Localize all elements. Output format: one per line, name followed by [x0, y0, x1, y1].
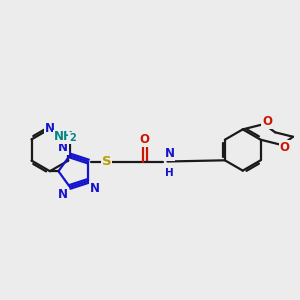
Text: O: O [262, 115, 272, 128]
Text: H: H [164, 168, 173, 178]
Text: N: N [90, 182, 100, 195]
Text: N: N [45, 122, 55, 135]
Text: S: S [102, 155, 111, 168]
Text: O: O [140, 133, 150, 146]
Text: N: N [164, 147, 175, 160]
Text: N: N [58, 141, 68, 154]
Text: N: N [58, 188, 68, 201]
Text: 2: 2 [69, 133, 76, 143]
Text: NH: NH [54, 130, 74, 143]
Text: O: O [280, 141, 290, 154]
